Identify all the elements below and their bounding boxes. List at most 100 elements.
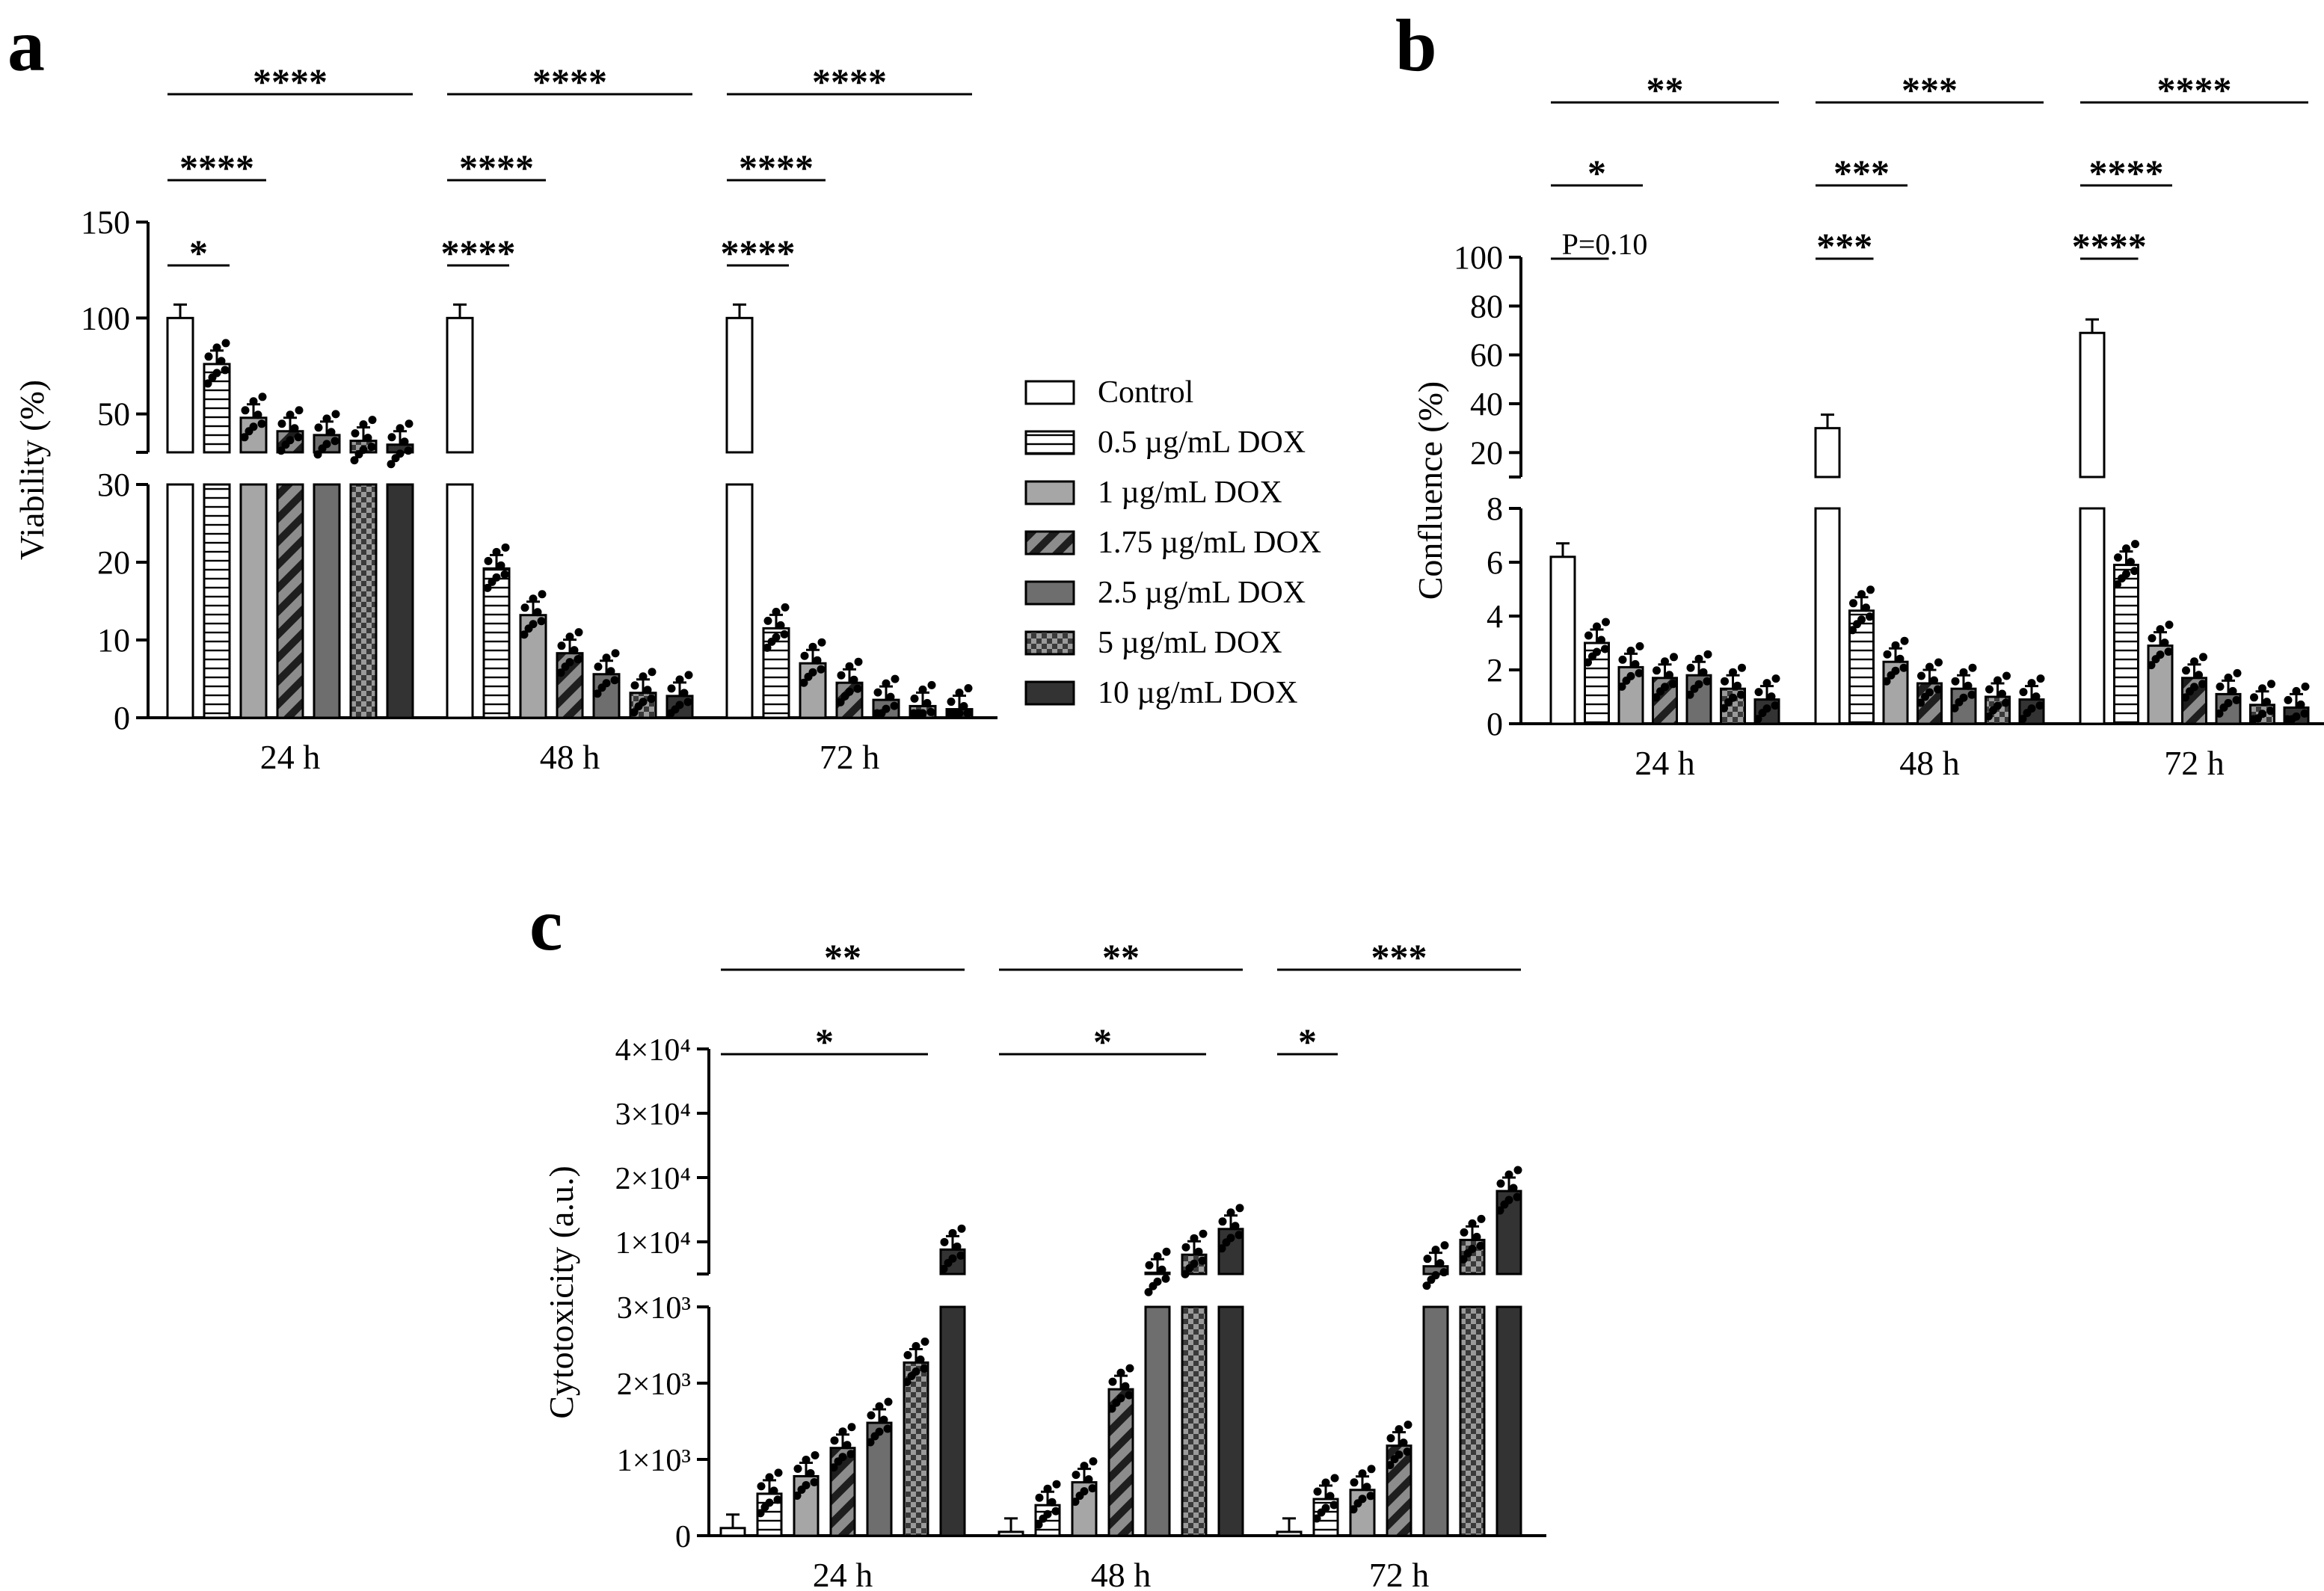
point-a-g1-s6-4	[680, 689, 689, 698]
point-b-g2-s4-5	[2215, 709, 2224, 718]
point-a-g2-s5-6	[927, 680, 936, 689]
point-b-g1-s3-1	[1925, 662, 1934, 671]
legend-label-5: 5 µg/mL DOX	[1098, 626, 1282, 660]
point-b-g2-s6-0	[2284, 695, 2293, 704]
point-c-g2-s5-7	[1468, 1244, 1477, 1253]
point-b-g2-s1-7	[2122, 570, 2130, 579]
sig-label-a-6: ****	[812, 61, 887, 102]
point-b-g1-s1-4	[1862, 603, 1870, 612]
sig-label-c-2: **	[1102, 936, 1140, 978]
point-c-g1-s5-5	[1181, 1270, 1190, 1278]
point-a-g1-s6-6	[684, 671, 693, 680]
point-c-g0-s2-4	[806, 1468, 815, 1477]
panel-c-cytotoxicity-chart: 0 1×10³ 2×10³ 3×10³ 1×10⁴ 2×10⁴ 3×10⁴ 4×10⁴ Cyto…	[542, 936, 1546, 1591]
point-b-g0-s1-1	[1593, 622, 1601, 631]
point-a-g0-s1-0	[204, 352, 213, 361]
point-b-g1-s1-7	[1857, 615, 1866, 624]
bar-a-g0-s0-lower	[166, 483, 194, 719]
point-c-g1-s6-4	[1231, 1222, 1240, 1231]
point-c-g1-s6-7	[1226, 1234, 1235, 1243]
point-a-g2-s5-4	[923, 698, 932, 707]
point-b-g0-s6-2	[1771, 701, 1780, 710]
bar-a-g0-s5-lower	[349, 483, 378, 719]
point-a-g2-s4-2	[890, 701, 899, 710]
point-c-g1-s5-4	[1194, 1247, 1203, 1256]
point-c-g0-s5-7	[912, 1367, 920, 1376]
point-a-g0-s2-0	[241, 406, 250, 415]
point-a-g0-s1-1	[212, 343, 221, 352]
point-b-g2-s5-0	[2250, 693, 2258, 702]
point-c-g2-s4-2	[1439, 1268, 1448, 1277]
lower-tick-label-2: 2×10³	[617, 1367, 691, 1402]
lower-tick-label-3: 6	[1487, 544, 1503, 581]
point-a-g0-s2-4	[253, 410, 262, 419]
point-c-g0-s2-0	[793, 1464, 802, 1473]
point-a-g0-s6-5	[387, 460, 396, 469]
point-b-g0-s2-2	[1635, 668, 1644, 677]
point-a-g1-s2-5	[520, 630, 529, 639]
point-b-g0-s4-5	[1685, 690, 1694, 699]
point-c-g0-s5-6	[920, 1337, 929, 1346]
lower-tick-label-0: 0	[675, 1520, 691, 1554]
point-c-g0-s4-4	[879, 1415, 888, 1424]
point-c-g1-s3-0	[1108, 1377, 1117, 1386]
bar-a-g0-s0-upper	[166, 316, 194, 454]
point-b-g0-s6-0	[1754, 688, 1763, 697]
point-c-g0-s3-7	[838, 1453, 847, 1462]
point-c-g1-s2-1	[1080, 1462, 1089, 1471]
legend-label-6: 10 µg/mL DOX	[1098, 676, 1298, 710]
point-c-g2-s2-5	[1349, 1505, 1358, 1514]
legend-swatch-6	[1024, 680, 1075, 706]
point-a-g0-s3-2	[294, 433, 303, 442]
point-a-g2-s3-0	[837, 671, 846, 680]
point-a-g1-s3-2	[574, 655, 582, 664]
bar-c-g0-s0	[719, 1527, 746, 1537]
point-c-g1-s3-6	[1125, 1364, 1134, 1373]
point-a-g0-s2-6	[258, 393, 267, 401]
point-a-g1-s5-5	[630, 708, 639, 717]
point-c-g1-s2-4	[1084, 1475, 1093, 1484]
point-a-g2-s1-2	[780, 630, 789, 638]
point-b-g0-s5-1	[1729, 668, 1737, 677]
point-b-g2-s1-2	[2130, 567, 2139, 576]
point-a-g1-s2-4	[533, 608, 542, 617]
point-c-g0-s4-1	[875, 1402, 884, 1411]
point-a-g1-s3-1	[565, 633, 574, 641]
point-b-g0-s1-4	[1597, 636, 1605, 644]
point-c-g1-s6-2	[1235, 1231, 1244, 1240]
point-a-g0-s3-7	[286, 436, 295, 445]
point-a-g1-s5-6	[648, 668, 657, 677]
point-a-g2-s6-7	[955, 709, 964, 718]
point-a-g1-s6-1	[675, 675, 684, 684]
lower-tick-label-3: 3×10³	[617, 1291, 691, 1326]
point-c-g2-s2-6	[1367, 1465, 1376, 1474]
upper-tick-label-1: 100	[81, 300, 130, 336]
point-c-g1-s5-2	[1198, 1256, 1207, 1265]
point-c-g2-s3-4	[1399, 1438, 1408, 1447]
point-a-g0-s6-6	[405, 419, 414, 428]
bar-b-g1-s0-upper	[1814, 427, 1841, 478]
point-c-g0-s3-5	[829, 1463, 838, 1472]
point-b-g2-s4-6	[2233, 668, 2242, 677]
point-a-g0-s4-5	[313, 450, 322, 459]
point-b-g2-s1-1	[2122, 544, 2130, 553]
point-c-g0-s6-7	[948, 1254, 957, 1263]
point-c-g1-s1-5	[1034, 1520, 1043, 1529]
point-b-g2-s6-7	[2292, 712, 2301, 721]
point-b-g0-s3-4	[1665, 671, 1673, 680]
point-a-g2-s4-5	[873, 709, 882, 718]
point-b-g0-s4-7	[1694, 680, 1703, 689]
point-a-g0-s6-7	[396, 449, 405, 458]
point-c-g2-s5-4	[1472, 1232, 1481, 1241]
point-a-g1-s3-5	[556, 668, 565, 677]
point-a-g0-s1-5	[203, 379, 212, 388]
point-c-g2-s6-5	[1495, 1206, 1504, 1215]
point-c-g0-s5-1	[912, 1341, 920, 1350]
point-b-g2-s5-6	[2267, 680, 2275, 689]
point-a-g2-s1-5	[763, 643, 772, 652]
point-b-g1-s2-6	[1900, 636, 1909, 645]
point-c-g2-s2-7	[1358, 1495, 1367, 1504]
point-b-g2-s6-1	[2292, 686, 2301, 695]
point-b-g2-s2-1	[2156, 625, 2165, 634]
point-b-g2-s3-6	[2199, 653, 2207, 662]
